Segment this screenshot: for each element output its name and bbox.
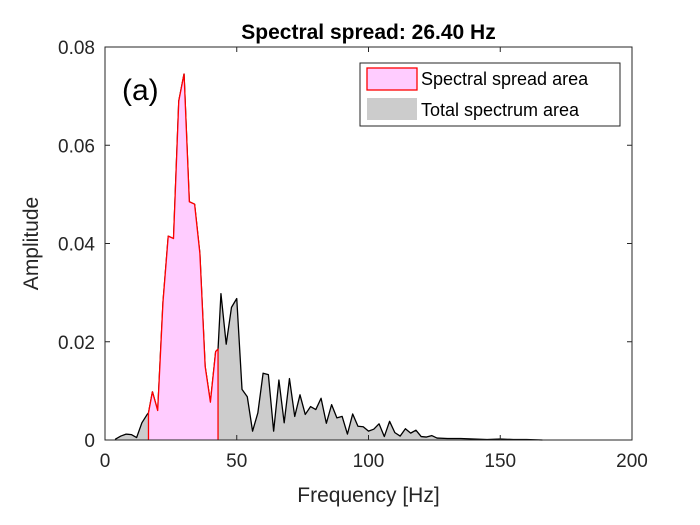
y-tick-label: 0.08 (58, 38, 95, 59)
series-layer (114, 73, 543, 441)
y-tick-label: 0.04 (58, 235, 95, 256)
y-axis-label: Amplitude (20, 197, 43, 290)
spectral-spread-area-line (147, 73, 219, 440)
spectral-spread-area-fill (148, 74, 219, 441)
x-tick-label: 0 (100, 451, 111, 472)
x-axis-label: Frequency [Hz] (297, 484, 439, 507)
ticks-layer: 0 50 100 150 200 0 0.02 0.04 0.06 0.08 (58, 38, 648, 472)
x-tick-label: 150 (484, 451, 516, 472)
chart-title: Spectral spread: 26.40 Hz (241, 21, 495, 44)
panel-annotation: (a) (122, 74, 159, 107)
legend-label-total-spectrum: Total spectrum area (421, 100, 580, 120)
x-tick-label: 200 (616, 451, 648, 472)
legend: Spectral spread area Total spectrum area (359, 62, 621, 127)
x-tick-label: 100 (353, 451, 385, 472)
legend-swatch-total-spectrum (367, 98, 417, 120)
y-tick-label: 0.06 (58, 136, 95, 157)
total-spectrum-area-fill (115, 74, 543, 441)
legend-swatch-spectral-spread (366, 67, 418, 91)
x-tick-label: 50 (226, 451, 247, 472)
y-tick-label: 0.02 (58, 333, 95, 354)
legend-label-spectral-spread: Spectral spread area (421, 69, 589, 89)
y-tick-label: 0 (84, 431, 95, 452)
